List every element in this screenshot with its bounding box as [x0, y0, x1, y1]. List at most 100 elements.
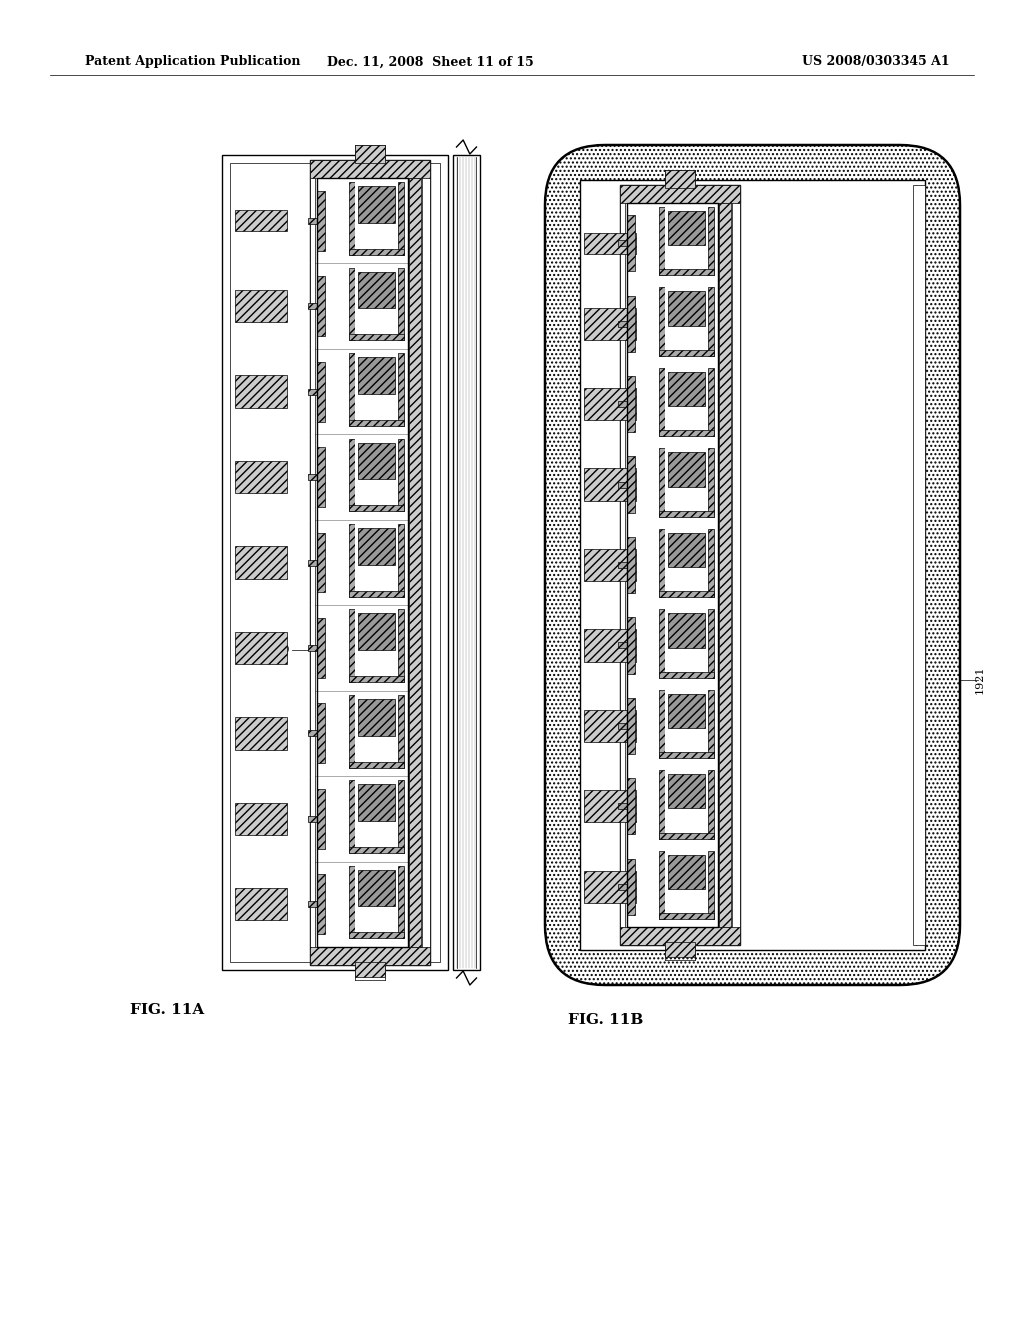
- Bar: [310, 946, 430, 965]
- Bar: [665, 288, 708, 350]
- Bar: [584, 549, 636, 581]
- Bar: [234, 461, 287, 494]
- Bar: [308, 730, 323, 737]
- Bar: [398, 694, 404, 767]
- Bar: [668, 774, 705, 808]
- Bar: [355, 962, 385, 977]
- Bar: [620, 927, 740, 945]
- Bar: [317, 362, 325, 421]
- Bar: [627, 858, 635, 915]
- Bar: [308, 560, 323, 565]
- Bar: [665, 689, 708, 752]
- Text: 1921: 1921: [975, 665, 985, 694]
- Bar: [349, 506, 404, 511]
- Bar: [398, 438, 404, 511]
- Bar: [584, 308, 636, 339]
- Bar: [349, 780, 355, 853]
- Text: US 2008/0303345 A1: US 2008/0303345 A1: [803, 55, 950, 69]
- Text: FIG. 11B: FIG. 11B: [568, 1012, 643, 1027]
- Bar: [708, 368, 714, 437]
- Bar: [627, 525, 718, 605]
- Bar: [317, 532, 325, 593]
- Bar: [357, 784, 395, 821]
- Bar: [658, 752, 714, 758]
- Bar: [658, 511, 714, 516]
- Bar: [349, 676, 404, 682]
- Bar: [398, 610, 404, 682]
- Bar: [355, 145, 385, 162]
- Bar: [627, 618, 635, 673]
- Bar: [708, 610, 714, 677]
- Bar: [708, 850, 714, 919]
- Bar: [658, 430, 714, 437]
- Bar: [355, 610, 398, 676]
- Bar: [357, 442, 395, 479]
- Text: Dec. 11, 2008  Sheet 11 of 15: Dec. 11, 2008 Sheet 11 of 15: [327, 55, 534, 69]
- Bar: [658, 672, 714, 677]
- Bar: [234, 290, 287, 322]
- Bar: [308, 474, 323, 480]
- Bar: [308, 645, 323, 651]
- Bar: [618, 240, 633, 247]
- Bar: [668, 211, 705, 246]
- Bar: [357, 614, 395, 651]
- Bar: [317, 350, 408, 433]
- Bar: [658, 288, 665, 356]
- Bar: [665, 850, 708, 913]
- Bar: [913, 185, 925, 945]
- Bar: [317, 692, 408, 775]
- Bar: [618, 401, 633, 407]
- Bar: [620, 185, 625, 945]
- Bar: [658, 529, 665, 597]
- Bar: [317, 606, 408, 689]
- Bar: [310, 160, 430, 965]
- Bar: [668, 453, 705, 487]
- Bar: [584, 232, 636, 253]
- Bar: [658, 850, 665, 919]
- Bar: [627, 686, 718, 766]
- Bar: [665, 942, 695, 957]
- Bar: [627, 698, 635, 754]
- Bar: [355, 182, 398, 249]
- Bar: [234, 546, 287, 578]
- Bar: [584, 630, 636, 661]
- Bar: [627, 537, 635, 593]
- Text: 1920: 1920: [261, 645, 290, 655]
- Bar: [627, 606, 718, 685]
- Bar: [584, 791, 636, 822]
- Bar: [658, 913, 714, 919]
- Bar: [708, 689, 714, 758]
- Bar: [357, 358, 395, 393]
- Bar: [665, 529, 708, 591]
- Bar: [355, 268, 398, 334]
- Bar: [658, 207, 665, 276]
- Bar: [349, 268, 355, 341]
- Bar: [668, 292, 705, 326]
- Bar: [349, 354, 355, 426]
- Bar: [627, 779, 635, 834]
- Bar: [732, 185, 740, 945]
- Bar: [627, 767, 718, 846]
- Bar: [234, 632, 287, 664]
- Bar: [349, 334, 404, 341]
- Bar: [665, 207, 708, 269]
- Bar: [355, 780, 398, 847]
- Bar: [665, 170, 695, 187]
- Bar: [584, 388, 636, 420]
- Bar: [317, 789, 325, 849]
- Bar: [584, 871, 636, 903]
- Bar: [618, 723, 633, 729]
- Bar: [355, 866, 398, 932]
- Bar: [708, 207, 714, 276]
- Bar: [317, 264, 408, 348]
- Bar: [234, 717, 287, 750]
- Bar: [317, 777, 408, 861]
- Bar: [355, 354, 398, 420]
- Bar: [317, 704, 325, 763]
- Bar: [317, 180, 408, 263]
- Bar: [317, 276, 325, 337]
- Bar: [708, 529, 714, 597]
- Bar: [349, 866, 355, 939]
- Bar: [349, 438, 355, 511]
- Bar: [349, 249, 404, 255]
